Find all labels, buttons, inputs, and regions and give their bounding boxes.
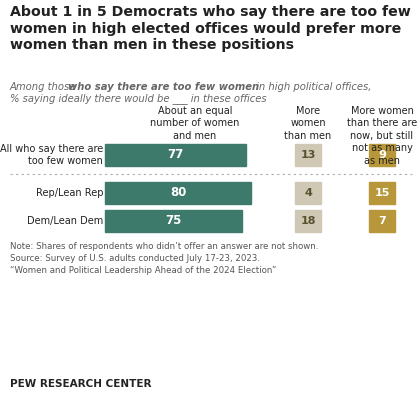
Text: 7: 7	[378, 216, 386, 226]
Bar	[295, 144, 321, 166]
Text: Note: Shares of respondents who didn’t offer an answer are not shown.
Source: Su: Note: Shares of respondents who didn’t o…	[10, 242, 318, 275]
Text: % saying ideally there would be ___ in these offices: % saying ideally there would be ___ in t…	[10, 93, 267, 104]
Text: PEW RESEARCH CENTER: PEW RESEARCH CENTER	[10, 379, 152, 389]
Text: Dem/Lean Dem: Dem/Lean Dem	[27, 216, 103, 226]
Text: About 1 in 5 Democrats who say there are too few
women in high elected offices w: About 1 in 5 Democrats who say there are…	[10, 5, 411, 52]
Text: 77: 77	[167, 148, 184, 162]
Text: 9: 9	[378, 150, 386, 160]
Text: 75: 75	[165, 214, 182, 227]
Bar	[105, 210, 242, 232]
Text: Rep/Lean Rep: Rep/Lean Rep	[36, 188, 103, 198]
Text: All who say there are
too few women: All who say there are too few women	[0, 144, 103, 166]
Text: in high political offices,: in high political offices,	[253, 82, 371, 92]
Text: More women
than there are
now, but still
not as many
as men: More women than there are now, but still…	[347, 106, 417, 166]
Text: 18: 18	[300, 216, 316, 226]
Text: 80: 80	[170, 187, 186, 200]
Text: 15: 15	[374, 188, 390, 198]
Text: More
women
than men: More women than men	[284, 106, 332, 141]
Bar	[105, 144, 246, 166]
Text: who say there are too few women: who say there are too few women	[68, 82, 259, 92]
Bar	[295, 210, 321, 232]
Bar	[369, 144, 395, 166]
Bar	[369, 182, 395, 204]
Text: 13: 13	[300, 150, 316, 160]
Bar	[369, 210, 395, 232]
Text: 4: 4	[304, 188, 312, 198]
Bar	[105, 182, 252, 204]
Text: About an equal
number of women
and men: About an equal number of women and men	[150, 106, 240, 141]
Bar	[295, 182, 321, 204]
Text: Among those: Among those	[10, 82, 79, 92]
